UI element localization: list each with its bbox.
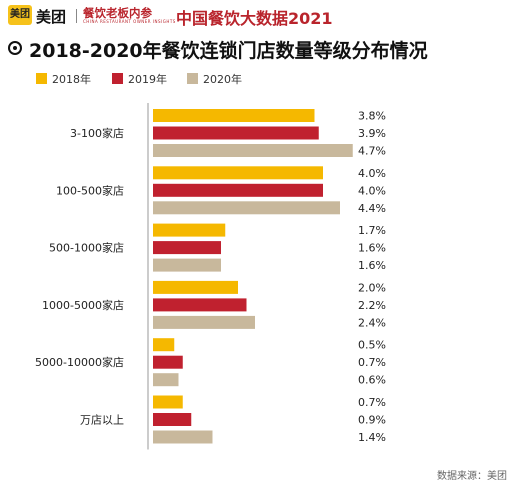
data-label: 2.2%: [358, 299, 386, 312]
bar: [153, 109, 315, 122]
bar: [153, 373, 179, 387]
bar: [153, 201, 340, 215]
legend-label: 2019年: [128, 72, 167, 86]
category-label: 1000-5000家店: [42, 298, 124, 312]
data-label: 1.6%: [358, 259, 386, 272]
bar: [153, 315, 255, 329]
legend-swatch: [187, 73, 198, 84]
data-label: 1.4%: [358, 431, 386, 444]
legend-item: 2019年: [112, 72, 167, 86]
data-label: 0.6%: [358, 374, 386, 387]
target-bullet-icon: [8, 41, 22, 55]
logo-text: 美团: [10, 9, 30, 20]
bar: [153, 258, 221, 272]
data-label: 3.9%: [358, 127, 386, 140]
bar: [153, 126, 319, 140]
data-label: 4.7%: [358, 145, 386, 158]
header-divider: [76, 9, 77, 23]
bar: [153, 241, 221, 255]
bar: [153, 298, 247, 312]
chart-title: 2018-2020年餐饮连锁门店数量等级分布情况: [29, 40, 428, 62]
data-label: 4.0%: [358, 167, 386, 180]
category-label: 3-100家店: [70, 126, 124, 140]
legend-item: 2018年: [36, 72, 91, 86]
header: 美团 美团 餐饮老板内参 CHINA RESTAURANT OWNER INSI…: [8, 3, 508, 29]
bar: [153, 144, 353, 157]
data-label: 4.4%: [358, 202, 386, 215]
category-label: 万店以上: [80, 413, 124, 427]
data-label: 0.9%: [358, 414, 386, 427]
bar: [153, 183, 323, 197]
bar: [153, 430, 213, 444]
data-label: 4.0%: [358, 184, 386, 197]
bar: [153, 338, 175, 352]
data-label: 3.8%: [358, 110, 386, 123]
category-label: 100-500家店: [56, 183, 124, 197]
data-label: 2.4%: [358, 316, 386, 329]
data-source: 数据来源：美团: [437, 471, 507, 482]
bar: [153, 355, 183, 369]
data-label: 1.7%: [358, 224, 386, 237]
meituan-logo: 美团: [8, 5, 32, 25]
legend-label: 2018年: [52, 72, 91, 86]
data-label: 0.7%: [358, 356, 386, 369]
chart-title-row: 2018-2020年餐饮连锁门店数量等级分布情况: [8, 36, 513, 62]
bar: [153, 395, 183, 409]
data-label: 0.7%: [358, 396, 386, 409]
data-label: 0.5%: [358, 339, 386, 352]
legend-swatch: [36, 73, 47, 84]
bar: [153, 413, 192, 426]
category-label: 5000-10000家店: [35, 355, 124, 369]
bar: [153, 223, 226, 237]
report-title: 中国餐饮大数据2021: [176, 9, 333, 28]
legend-swatch: [112, 73, 123, 84]
sub-brand-english: CHINA RESTAURANT OWNER INSIGHTS: [83, 19, 176, 24]
category-label: 500-1000家店: [49, 241, 124, 255]
legend-label: 2020年: [203, 72, 242, 86]
bar: [153, 280, 238, 294]
data-label: 1.6%: [358, 242, 386, 255]
legend-item: 2020年: [187, 72, 242, 86]
brand-name: 美团: [36, 8, 67, 26]
bar: [153, 166, 323, 180]
data-label: 2.0%: [358, 281, 386, 294]
sub-brand-name: 餐饮老板内参: [83, 6, 152, 20]
